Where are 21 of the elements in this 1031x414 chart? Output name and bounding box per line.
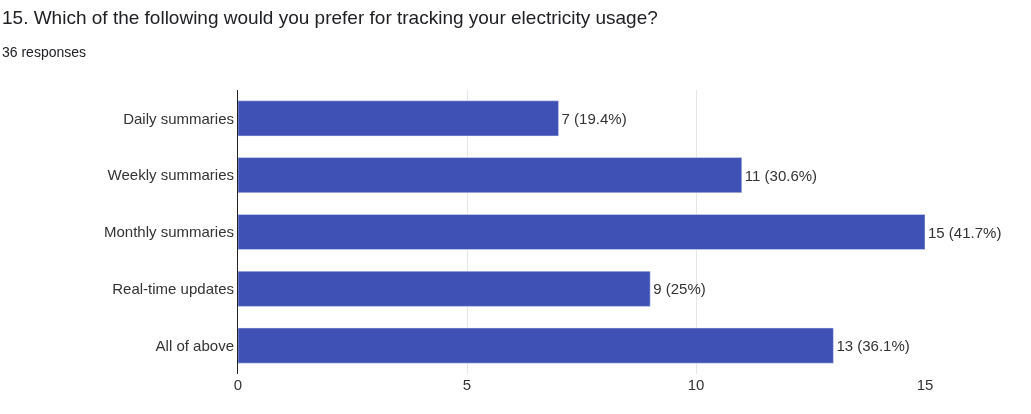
y-tick-label: All of above bbox=[155, 336, 234, 354]
x-tick-label: 5 bbox=[462, 376, 472, 393]
bar bbox=[238, 270, 651, 307]
bar bbox=[238, 100, 559, 137]
data-label: 7 (19.4%) bbox=[561, 109, 627, 127]
x-tick-label: 10 bbox=[687, 376, 705, 393]
x-tick-label: 0 bbox=[233, 376, 243, 393]
bar bbox=[238, 214, 925, 250]
chart-title: 15. Which of the following would you prefer for tracking your electricity usage? bbox=[2, 7, 658, 28]
data-label: 9 (25%) bbox=[653, 280, 706, 298]
data-label: 13 (36.1%) bbox=[836, 337, 910, 355]
bar bbox=[238, 327, 834, 364]
text: 36 responses bbox=[2, 44, 87, 60]
y-tick-label: Monthly summaries bbox=[103, 223, 234, 241]
data-label: 11 (30.6%) bbox=[744, 166, 818, 184]
y-tick-label: Weekly summaries bbox=[107, 166, 234, 184]
bar bbox=[238, 157, 743, 194]
y-tick-label: Real-time updates bbox=[112, 280, 234, 298]
x-tick-label: 15 bbox=[916, 376, 934, 393]
data-label: 15 (41.7%) bbox=[928, 223, 1002, 241]
y-tick-label: Daily summaries bbox=[123, 109, 234, 127]
